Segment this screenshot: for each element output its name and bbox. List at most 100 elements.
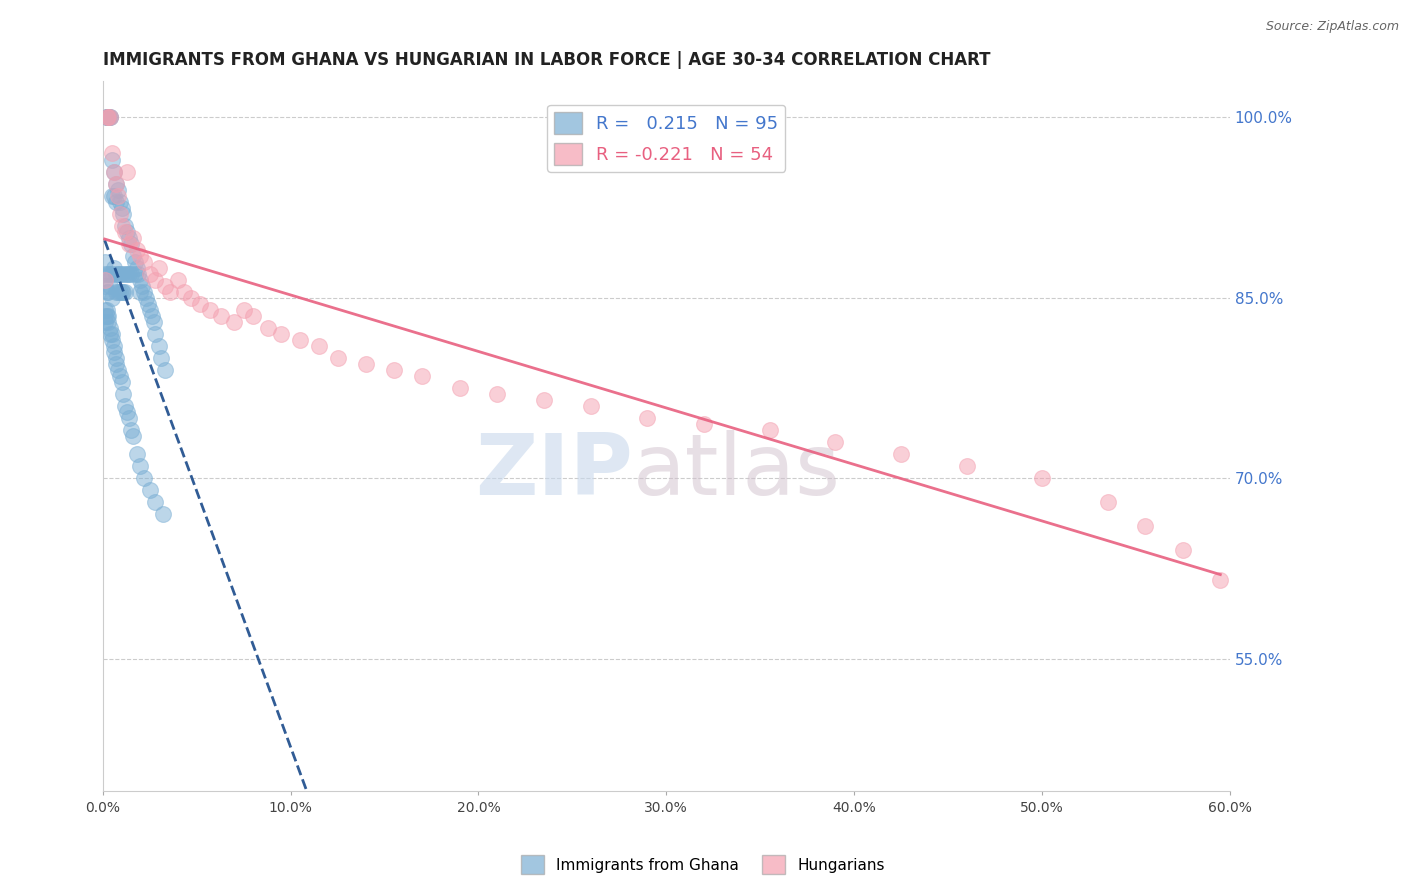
Point [141, 309, 163, 323]
Point [354, 357, 377, 371]
Point [118, 230, 141, 244]
Point [110, 201, 132, 215]
Point [167, 273, 190, 287]
Text: Source: ZipAtlas.com: Source: ZipAtlas.com [1265, 20, 1399, 33]
Point [107, 285, 129, 299]
Point [104, 285, 127, 299]
Point [98, 111, 121, 125]
Point [93, 254, 115, 268]
Point [758, 423, 780, 437]
Point [96, 111, 118, 125]
Point [96, 111, 118, 125]
Point [96, 111, 118, 125]
Point [97, 111, 120, 125]
Point [956, 459, 979, 474]
Point [326, 351, 349, 365]
Point [145, 273, 167, 287]
Point [115, 405, 138, 419]
Point [93, 278, 115, 293]
Point [93, 273, 115, 287]
Point [97, 285, 120, 299]
Point [108, 285, 131, 299]
Point [411, 368, 433, 383]
Point [96, 309, 118, 323]
Point [96, 302, 118, 317]
Point [107, 363, 129, 377]
Point [103, 345, 125, 359]
Point [101, 153, 124, 167]
Point [101, 267, 124, 281]
Point [103, 339, 125, 353]
Point [693, 417, 716, 431]
Point [112, 206, 135, 220]
Point [153, 363, 176, 377]
Point [1031, 471, 1053, 485]
Point [148, 260, 170, 275]
Point [637, 411, 659, 425]
Point [114, 225, 136, 239]
Point [131, 278, 153, 293]
Point [101, 146, 124, 161]
Point [125, 260, 148, 275]
Point [103, 164, 125, 178]
Point [104, 194, 127, 209]
Point [121, 429, 143, 443]
Point [129, 285, 152, 299]
Point [115, 267, 138, 281]
Text: ZIP: ZIP [475, 430, 633, 513]
Point [114, 285, 136, 299]
Point [180, 291, 202, 305]
Point [159, 285, 181, 299]
Point [98, 267, 121, 281]
Point [98, 326, 121, 341]
Text: IMMIGRANTS FROM GHANA VS HUNGARIAN IN LABOR FORCE | AGE 30-34 CORRELATION CHART: IMMIGRANTS FROM GHANA VS HUNGARIAN IN LA… [103, 51, 990, 69]
Point [93, 309, 115, 323]
Point [114, 219, 136, 233]
Point [145, 326, 167, 341]
Point [101, 333, 124, 347]
Point [134, 285, 156, 299]
Point [97, 111, 120, 125]
Point [107, 183, 129, 197]
Point [98, 111, 121, 125]
Point [96, 111, 118, 125]
Point [101, 326, 124, 341]
Point [824, 435, 846, 450]
Point [110, 219, 132, 233]
Point [112, 285, 135, 299]
Point [108, 368, 131, 383]
Point [142, 315, 165, 329]
Point [129, 249, 152, 263]
Point [1135, 519, 1157, 533]
Point [190, 297, 212, 311]
Point [107, 188, 129, 202]
Point [93, 315, 115, 329]
Point [449, 381, 471, 395]
Point [97, 267, 120, 281]
Point [136, 297, 159, 311]
Point [108, 194, 131, 209]
Point [98, 278, 121, 293]
Point [382, 363, 405, 377]
Point [270, 326, 292, 341]
Point [118, 267, 141, 281]
Point [152, 508, 174, 522]
Point [96, 111, 118, 125]
Point [104, 351, 127, 365]
Point [93, 302, 115, 317]
Point [118, 236, 141, 251]
Point [209, 309, 232, 323]
Point [124, 254, 146, 268]
Point [890, 447, 912, 461]
Point [173, 285, 195, 299]
Point [115, 225, 138, 239]
Point [148, 339, 170, 353]
Point [1209, 574, 1232, 588]
Point [107, 267, 129, 281]
Text: atlas: atlas [633, 430, 841, 513]
Point [121, 230, 143, 244]
Point [97, 111, 120, 125]
Point [114, 399, 136, 413]
Point [110, 267, 132, 281]
Point [98, 321, 121, 335]
